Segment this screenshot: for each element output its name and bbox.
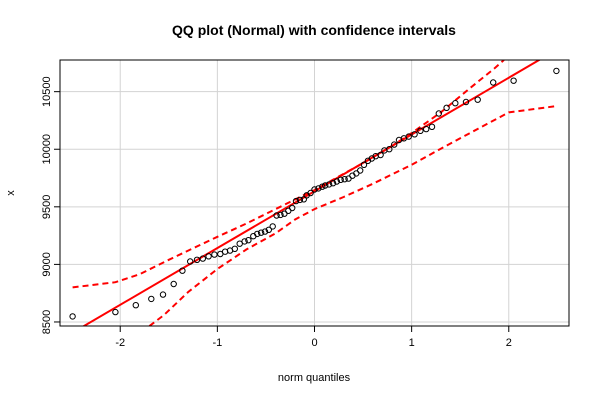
data-point xyxy=(435,110,442,117)
data-point xyxy=(443,104,450,112)
data-point xyxy=(211,251,218,258)
data-point xyxy=(277,211,284,219)
data-point xyxy=(307,189,314,197)
data-point xyxy=(159,291,167,298)
data-point xyxy=(510,77,517,84)
data-point xyxy=(337,176,344,184)
data-point xyxy=(245,237,252,244)
data-point xyxy=(360,161,368,169)
y-tick-label: 8500 xyxy=(41,310,53,334)
data-point xyxy=(462,98,470,106)
confidence-interval-lines xyxy=(72,60,557,326)
data-point xyxy=(311,186,318,193)
x-tick-label: 1 xyxy=(409,337,415,349)
data-point xyxy=(333,178,340,185)
y-tick-label: 9000 xyxy=(41,252,53,276)
data-point xyxy=(315,185,322,192)
data-point xyxy=(474,96,481,103)
data-point xyxy=(231,245,239,253)
ci-lower-line xyxy=(148,105,557,326)
data-point xyxy=(193,256,201,263)
data-point xyxy=(170,280,177,288)
data-point xyxy=(386,146,393,153)
y-tick-label: 9500 xyxy=(41,195,53,219)
ci-upper-line xyxy=(72,60,505,289)
axes: -2 -1 0 1 2 8500 9000 9500 10000 10500 xyxy=(41,76,512,349)
data-point xyxy=(319,183,326,190)
data-point xyxy=(357,167,364,174)
data-point xyxy=(452,100,459,107)
data-point xyxy=(179,267,186,274)
data-point xyxy=(187,258,194,265)
data-point xyxy=(391,141,398,148)
data-point xyxy=(428,123,436,131)
data-point xyxy=(417,127,424,135)
data-point xyxy=(254,230,261,238)
data-point xyxy=(296,196,304,204)
x-tick-label: -2 xyxy=(115,337,125,349)
data-point xyxy=(205,253,212,260)
x-tick-label: -1 xyxy=(212,337,222,349)
data-point xyxy=(199,255,207,262)
data-point xyxy=(132,302,140,309)
data-point xyxy=(341,176,348,183)
data-point xyxy=(148,295,155,303)
grid-lines xyxy=(60,60,569,326)
data-point xyxy=(411,131,418,138)
y-tick-label: 10000 xyxy=(41,134,53,165)
data-point xyxy=(377,151,384,159)
plot-frame xyxy=(59,59,570,327)
data-points xyxy=(69,67,560,320)
y-tick-label: 10500 xyxy=(41,76,53,107)
data-point xyxy=(257,229,265,236)
data-point xyxy=(69,313,76,320)
data-point xyxy=(112,308,119,316)
x-tick-label: 0 xyxy=(311,337,317,349)
data-point xyxy=(261,228,269,235)
data-point xyxy=(423,125,430,133)
data-point xyxy=(289,204,296,212)
reference-line-layer xyxy=(81,60,542,326)
data-point xyxy=(269,223,276,230)
data-point xyxy=(292,197,300,205)
data-point xyxy=(322,182,329,189)
data-point xyxy=(553,67,560,75)
y-axis-label: x xyxy=(5,190,17,196)
data-point xyxy=(405,133,412,140)
data-point xyxy=(265,226,272,234)
data-point xyxy=(325,181,333,188)
data-point xyxy=(329,180,337,187)
reference-line xyxy=(81,60,542,326)
x-tick-label: 2 xyxy=(506,337,512,349)
chart-title: QQ plot (Normal) with confidence interva… xyxy=(172,22,456,38)
data-point xyxy=(273,212,280,219)
x-axis-label: norm quantiles xyxy=(278,372,351,384)
data-point xyxy=(241,238,248,245)
data-point xyxy=(490,79,497,86)
